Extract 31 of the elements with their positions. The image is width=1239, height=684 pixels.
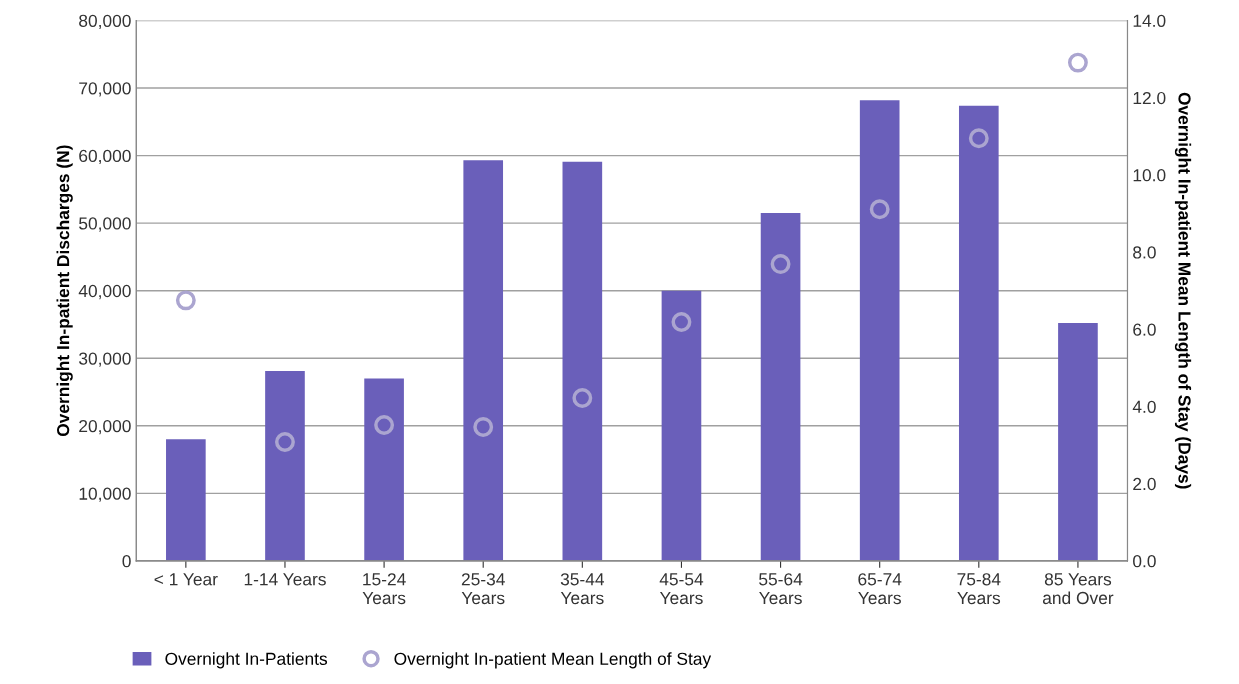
y-tick-label: 70,000: [79, 82, 131, 97]
y-tick-label: 60,000: [79, 149, 131, 165]
y-axis-title: Overnight In-patient Discharges (N): [56, 145, 73, 437]
x-tick-label: 75-84 Years: [957, 573, 1001, 605]
y2-tick-label: 12.0: [1133, 91, 1166, 105]
y-tick-label: 30,000: [79, 352, 131, 367]
y2-tick-label: 2.0: [1133, 477, 1156, 491]
y-tick-label: 20,000: [79, 419, 131, 435]
x-tick-label: 15-24 Years: [362, 573, 406, 605]
y2-tick-label: 14.0: [1133, 14, 1166, 27]
y-tick-label: 40,000: [78, 284, 131, 300]
y-tick-label: 50,000: [79, 217, 131, 232]
y2-tick-label: 4.0: [1132, 400, 1156, 413]
y2-tick-label: 6.0: [1133, 323, 1156, 336]
y2-tick-label: 10.0: [1133, 169, 1166, 182]
x-tick-label: 45-54 Years: [659, 573, 704, 605]
x-tick-label: 85 Years and Over: [1042, 573, 1114, 605]
y2-tick-label: 0.0: [1133, 555, 1156, 568]
x-tick-label: 25-34 Years: [461, 573, 505, 605]
x-tick-label: 35-44 Years: [560, 573, 605, 605]
y2-axis-title: Overnight In-patient Mean Length of Stay (Days): [1174, 92, 1192, 489]
x-tick-label: 55-64 Years: [759, 573, 803, 605]
x-tick-label: 1-14 Years: [244, 573, 326, 586]
y-tick-label: 80,000: [79, 14, 131, 30]
legend-label: Overnight In-Patients: [165, 652, 328, 669]
x-tick-label: 65-74 Years: [858, 573, 902, 605]
y2-tick-label: 8.0: [1133, 246, 1156, 259]
y-tick-label: 0: [122, 555, 131, 568]
y-tick-label: 10,000: [79, 487, 131, 502]
legend-label: Overnight In-patient Mean Length of Stay: [394, 652, 712, 669]
x-tick-label: < 1 Year: [154, 573, 218, 586]
